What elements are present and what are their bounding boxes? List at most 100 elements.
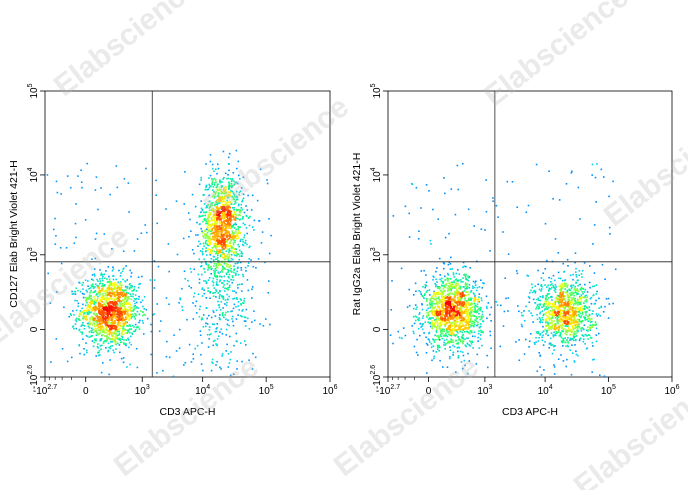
event-dot	[221, 282, 224, 284]
event-dot	[218, 241, 220, 243]
event-dot	[571, 286, 573, 289]
event-dot	[233, 218, 236, 221]
event-dot	[228, 227, 230, 229]
event-dot	[542, 314, 545, 317]
event-dot	[213, 214, 216, 217]
event-dot	[442, 320, 445, 322]
event-dot	[554, 279, 556, 282]
event-dot	[150, 353, 152, 356]
event-dot	[205, 281, 208, 284]
event-dot	[129, 363, 131, 366]
event-dot	[207, 248, 210, 250]
event-dot	[111, 248, 113, 250]
event-dot	[572, 304, 575, 306]
event-dot	[440, 332, 443, 335]
event-dot	[240, 299, 242, 301]
event-dot	[112, 327, 115, 330]
event-dot	[584, 316, 587, 319]
event-dot	[220, 192, 223, 195]
event-dot	[453, 286, 456, 288]
event-dot	[218, 244, 221, 246]
event-dot	[94, 317, 96, 319]
event-dot	[438, 350, 441, 352]
event-dot	[442, 298, 445, 301]
event-dot	[224, 207, 226, 209]
event-dot	[458, 286, 461, 288]
event-dot	[438, 339, 441, 341]
event-dot	[130, 343, 132, 346]
event-dot	[216, 344, 218, 346]
event-dot	[252, 265, 255, 268]
event-dot	[166, 340, 168, 343]
event-dot	[127, 337, 129, 340]
event-dot	[214, 192, 216, 194]
event-dot	[133, 330, 135, 332]
event-dot	[569, 339, 571, 341]
event-dot	[226, 236, 228, 239]
event-dot	[215, 290, 218, 292]
event-dot	[441, 277, 443, 280]
event-dot	[158, 330, 161, 332]
event-dot	[551, 296, 553, 298]
event-dot	[210, 261, 212, 264]
event-dot	[556, 300, 558, 303]
event-dots	[389, 162, 617, 378]
event-dot	[464, 283, 467, 285]
event-dot	[469, 299, 471, 302]
event-dot	[114, 322, 117, 324]
event-dot	[123, 267, 125, 270]
event-dot	[82, 311, 85, 313]
event-dot	[74, 323, 77, 325]
event-dot	[105, 335, 108, 338]
event-dot	[239, 209, 241, 211]
event-dot	[575, 338, 577, 341]
event-dot	[201, 287, 204, 289]
event-dot	[121, 316, 123, 319]
event-dot	[545, 312, 548, 314]
event-dot	[469, 303, 471, 305]
event-dot	[82, 316, 84, 319]
event-dot	[200, 318, 203, 321]
event-dot	[462, 277, 464, 279]
event-dot	[97, 316, 99, 319]
event-dot	[228, 163, 230, 165]
event-dot	[438, 319, 440, 321]
event-dot	[436, 267, 438, 269]
event-dot	[240, 290, 243, 292]
event-dot	[235, 318, 238, 320]
event-dot	[534, 343, 536, 345]
event-dot	[506, 180, 509, 183]
event-dot	[541, 331, 544, 334]
event-dot	[113, 332, 116, 334]
event-dot	[113, 333, 115, 335]
event-dot	[596, 163, 598, 165]
event-dot	[220, 255, 223, 258]
event-dot	[216, 220, 218, 222]
event-dot	[571, 352, 574, 354]
event-dot	[469, 320, 472, 323]
event-dot	[94, 275, 96, 277]
event-dot	[91, 324, 94, 326]
event-dot	[108, 293, 110, 296]
event-dot	[266, 182, 269, 185]
event-dot	[490, 347, 492, 350]
event-dot	[108, 307, 110, 309]
event-dot	[577, 300, 579, 302]
event-dot	[105, 338, 108, 340]
event-dot	[470, 298, 472, 301]
event-dot	[230, 254, 233, 256]
event-dot	[241, 243, 244, 246]
event-dot	[545, 321, 547, 323]
event-dot	[253, 229, 255, 231]
event-dot	[560, 336, 563, 339]
event-dot	[461, 351, 464, 353]
event-dot	[124, 322, 127, 325]
event-dot	[224, 220, 226, 222]
event-dot	[564, 291, 567, 294]
event-dot	[537, 299, 540, 302]
event-dot	[234, 251, 237, 253]
event-dot	[505, 297, 507, 300]
event-dot	[240, 187, 243, 189]
event-dot	[219, 264, 222, 266]
event-dot	[109, 325, 111, 327]
